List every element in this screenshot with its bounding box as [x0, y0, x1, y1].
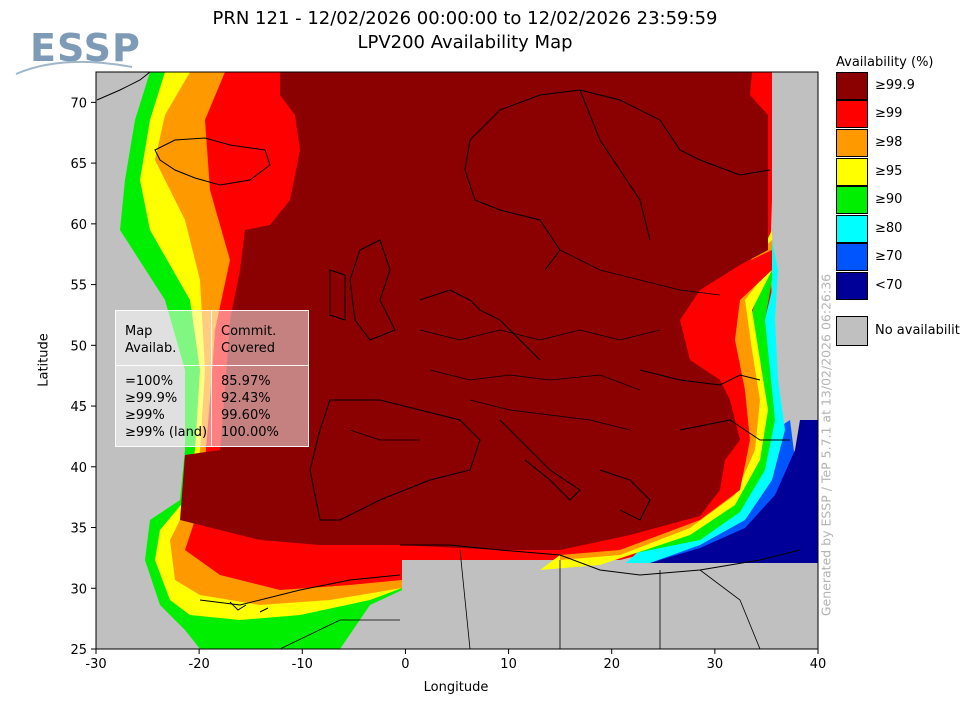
stats-header-line: Commit.	[221, 324, 277, 339]
stats-header-commit-covered: Commit. Covered	[221, 323, 305, 357]
legend-swatch	[836, 215, 868, 243]
stats-row-value: 85.97%	[221, 374, 271, 389]
band-deep-blue	[650, 420, 818, 563]
y-tick-label: 60	[70, 218, 87, 233]
legend-swatch	[836, 100, 868, 128]
legend-item: ≥80	[836, 215, 956, 243]
band-99-iceland	[205, 80, 298, 220]
x-axis-ticks: -30 -20 -10 0 10 20 30 40	[85, 649, 826, 672]
y-tick-label: 30	[70, 582, 87, 597]
y-tick-label: 25	[70, 643, 87, 658]
stats-divider-vertical	[211, 311, 212, 446]
legend-label: ≥98	[875, 135, 903, 150]
y-axis-label: Latitude	[36, 333, 52, 387]
stats-header-line: Availab.	[125, 341, 177, 356]
x-tick-label: 40	[810, 657, 827, 672]
map-title: PRN 121 - 12/02/2026 00:00:00 to 12/02/2…	[212, 8, 718, 29]
y-axis-ticks: 70 65 60 55 50 45 40 35 30 25	[70, 96, 96, 658]
y-tick-label: 40	[70, 461, 87, 476]
stats-row-value: 100.00%	[221, 425, 279, 440]
stats-header-line: Map	[125, 324, 153, 339]
legend-label: ≥80	[875, 221, 903, 236]
legend-label: <70	[875, 278, 903, 293]
legend-label: ≥70	[875, 249, 903, 264]
x-tick-label: -20	[189, 657, 210, 672]
y-tick-label: 45	[70, 400, 87, 415]
y-tick-label: 65	[70, 157, 87, 172]
x-tick-label: 20	[603, 657, 620, 672]
essp-logo: ESSP	[12, 12, 142, 82]
legend-item: <70	[836, 272, 956, 300]
legend-item: ≥70	[836, 243, 956, 271]
stats-row-label: ≥99% (land)	[125, 425, 208, 440]
coastlines	[96, 72, 801, 613]
y-tick-label: 50	[70, 339, 87, 354]
legend-label: ≥99	[875, 106, 903, 121]
legend-item: ≥90	[836, 186, 956, 214]
plot-frame	[95, 71, 819, 650]
legend-swatch	[836, 129, 868, 157]
legend-label: ≥90	[875, 192, 903, 207]
legend-swatch	[836, 158, 868, 186]
x-tick-label: -30	[85, 657, 106, 672]
x-tick-label: 30	[707, 657, 724, 672]
legend-item: ≥99	[836, 100, 956, 128]
x-tick-label: 10	[500, 657, 517, 672]
coverage-stats-box: Map Availab. Commit. Covered =100% 85.97…	[115, 310, 309, 447]
stats-row-value: 92.43%	[221, 391, 271, 406]
x-tick-label: -10	[292, 657, 313, 672]
legend-item-no-availability: No availability	[836, 316, 960, 346]
stats-row-value: 99.60%	[221, 408, 271, 423]
stats-row-label: ≥99.9%	[125, 391, 178, 406]
stats-header-line: Covered	[221, 341, 276, 356]
stats-row-label: ≥99%	[125, 408, 165, 423]
map-subtitle: LPV200 Availability Map	[357, 32, 573, 53]
y-tick-label: 55	[70, 279, 87, 294]
stats-header-map-availability: Map Availab.	[125, 323, 209, 357]
legend-item: ≥99.9	[836, 72, 956, 100]
y-tick-label: 70	[70, 96, 87, 111]
legend-label: No availability	[875, 323, 960, 338]
legend-swatch	[836, 272, 868, 300]
legend-title: Availability (%)	[836, 55, 934, 70]
stats-divider-horizontal	[116, 365, 308, 366]
legend-swatch	[836, 316, 868, 346]
stats-row-label: =100%	[125, 374, 174, 389]
legend-label: ≥99.9	[875, 78, 915, 93]
band-99-9	[180, 72, 768, 550]
legend-item: ≥95	[836, 158, 956, 186]
legend-item: ≥98	[836, 129, 956, 157]
x-tick-label: 0	[401, 657, 409, 672]
legend-swatch	[836, 186, 868, 214]
legend-swatch	[836, 72, 868, 100]
legend-swatch	[836, 243, 868, 271]
borders	[279, 249, 761, 649]
logo-swoosh-icon	[15, 60, 133, 75]
legend-label: ≥95	[875, 164, 903, 179]
y-tick-label: 35	[70, 522, 87, 537]
generated-by-text: Generated by ESSP / TeP 5.7.1 at 13/02/2…	[818, 273, 834, 617]
x-axis-label: Longitude	[423, 680, 489, 695]
